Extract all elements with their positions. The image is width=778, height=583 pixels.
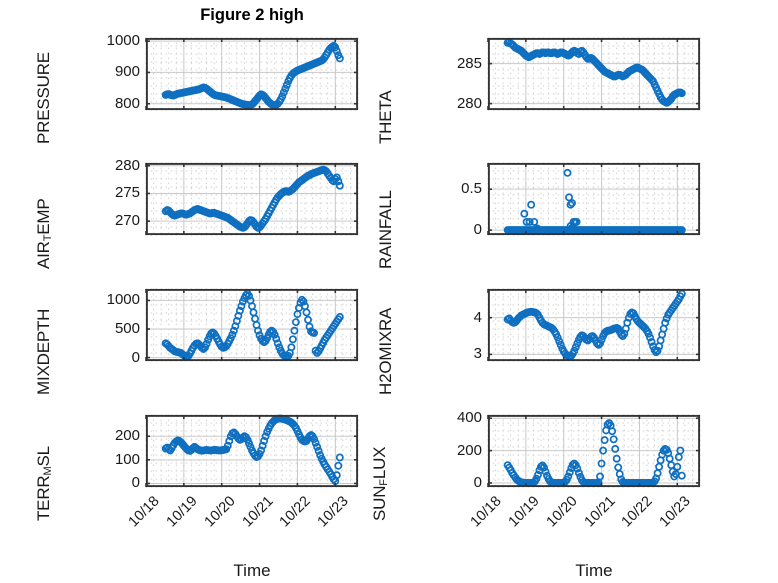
ytick-label: 270 [114,212,140,230]
axis-ticks [145,289,358,361]
ytick-label: 280 [114,156,140,174]
ytick-label: 900 [114,63,140,81]
xtick-label: 10/19 [505,493,543,531]
subplot-pressure [145,37,359,111]
ylabel-terr_msl: TERRMSL [34,446,54,521]
plot-area-mixdepth [145,288,359,362]
ytick-label: 400 [456,409,482,427]
xtick-label: 10/19 [163,493,201,531]
xtick-label: 10/22 [277,493,315,531]
ylabel-rainfall: RAINFALL [376,190,395,269]
ytick-label: 0 [473,221,482,239]
subplot-mixdepth [145,288,359,362]
subplot-terr_msl [145,414,359,488]
plot-area-sun_flux [487,414,701,488]
data-points-terr_msl [161,414,344,486]
xtick-label: 10/20 [201,493,239,531]
ytick-label: 200 [456,441,482,459]
data-points-pressure [161,41,344,110]
xtick-label: 10/22 [619,493,657,531]
plot-area-rainfall [487,162,701,236]
xtick-label: 10/21 [239,493,277,531]
ytick-label: 0 [473,473,482,491]
ylabel-mixdepth: MIXDEPTH [34,308,53,395]
axis-ticks [487,415,700,487]
plot-area-pressure [145,37,359,111]
plot-area-h2omixra [487,288,701,362]
axis-ticks [487,163,700,235]
ylabel-h2omixra: H2OMIXRA [376,307,395,395]
figure-title: Figure 2 high [200,6,304,24]
plot-area-terr_msl [145,414,359,488]
axis-ticks [487,289,700,361]
ytick-label: 280 [456,94,482,112]
xtick-label: 10/18 [467,493,505,531]
ylabel-theta: THETA [376,90,395,144]
ylabel-sun_flux: SUNFLUX [370,446,390,521]
subplot-air_temp [145,162,359,236]
axis-ticks [145,415,358,487]
data-points-sun_flux [503,419,686,487]
ytick-label: 1000 [106,32,140,50]
xtick-label: 10/20 [543,493,581,531]
subplot-theta [487,37,701,111]
ytick-label: 0 [131,474,140,492]
ytick-label: 200 [114,427,140,445]
ytick-label: 800 [114,94,140,112]
ytick-label: 275 [114,184,140,202]
ylabel-pressure: PRESSURE [34,52,53,144]
ytick-label: 285 [456,54,482,72]
ytick-label: 100 [114,450,140,468]
xtick-label: 10/23 [314,493,352,531]
ytick-label: 1000 [106,291,140,309]
xtick-label: 10/18 [125,493,163,531]
ytick-label: 0.5 [461,180,482,198]
data-points-mixdepth [161,289,344,361]
xlabel-sun_flux: Time [575,561,613,580]
data-points-air_temp [161,165,344,232]
axis-ticks [145,163,358,235]
subplot-h2omixra [487,288,701,362]
subplot-sun_flux [487,414,701,488]
xlabel-terr_msl: Time [233,561,271,580]
ytick-label: 500 [114,320,140,337]
plot-area-theta [487,37,701,111]
data-points-h2omixra [503,289,686,361]
ytick-label: 0 [131,348,140,366]
xtick-label: 10/23 [656,493,694,531]
axis-ticks [487,38,700,110]
plot-area-air_temp [145,162,359,236]
xtick-label: 10/21 [581,493,619,531]
axis-ticks [145,38,358,110]
subplot-rainfall [487,162,701,236]
ylabel-air_temp: AIRTEMP [34,198,54,269]
ytick-label: 4 [473,308,482,326]
ytick-label: 3 [473,345,482,363]
